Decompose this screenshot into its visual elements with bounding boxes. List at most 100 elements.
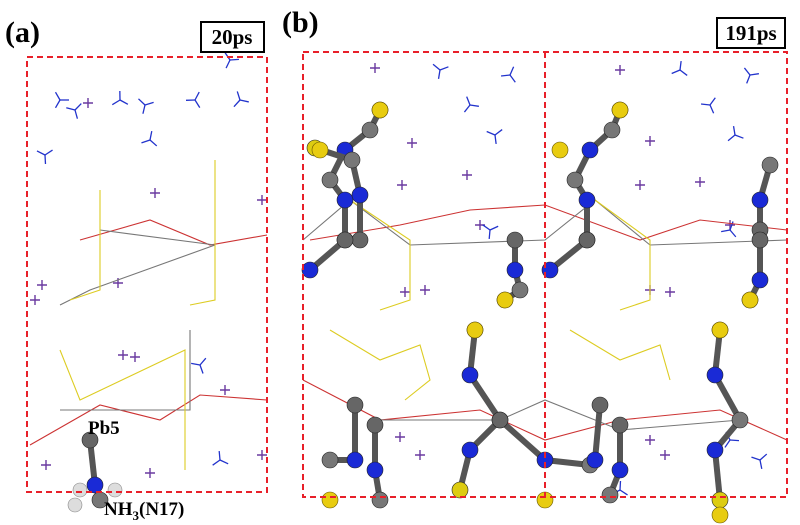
atom: [512, 282, 528, 298]
hydrogen-atom: [68, 498, 82, 512]
bond: [470, 105, 479, 106]
plus-marker: [37, 280, 47, 290]
bond: [750, 74, 759, 75]
plus-marker: [407, 138, 417, 148]
bond: [439, 70, 440, 79]
bond: [75, 110, 77, 119]
atom: [579, 232, 595, 248]
hydrogen-atom: [73, 483, 87, 497]
plus-marker: [645, 136, 655, 146]
bond: [120, 100, 128, 104]
atom-label-part: NH: [104, 499, 133, 520]
atom: [567, 172, 583, 188]
bond: [75, 104, 81, 110]
plus-marker: [395, 432, 405, 442]
bond: [237, 91, 240, 100]
plus-marker: [400, 287, 410, 297]
atom: [462, 367, 478, 383]
atom: [452, 482, 468, 498]
bond: [220, 460, 228, 464]
framework-bond: [60, 230, 215, 305]
plus-marker: [695, 177, 705, 187]
atom: [582, 142, 598, 158]
bond: [230, 59, 239, 60]
atom: [752, 192, 768, 208]
atom: [302, 262, 318, 278]
plus-marker: [130, 352, 140, 362]
bond: [191, 363, 200, 365]
atom: [604, 122, 620, 138]
atom: [492, 412, 508, 428]
atom: [337, 192, 353, 208]
bond: [490, 226, 498, 230]
bond: [200, 358, 206, 365]
atom: [587, 452, 603, 468]
atom: [87, 477, 103, 493]
sulfur-atom: [372, 102, 388, 118]
bond: [240, 100, 249, 102]
bond: [751, 457, 760, 460]
atom: [507, 262, 523, 278]
atom: [707, 442, 723, 458]
sulfur-atom: [312, 142, 328, 158]
bond: [495, 135, 496, 144]
atom: [352, 187, 368, 203]
bond: [744, 68, 750, 75]
atom: [347, 397, 363, 413]
bond: [37, 151, 45, 155]
bond: [701, 104, 710, 105]
atom-label: NH3(N17): [104, 499, 184, 523]
bond: [234, 100, 240, 107]
bond: [219, 451, 220, 460]
bond: [730, 230, 736, 237]
bond: [760, 460, 762, 469]
atom: [507, 232, 523, 248]
bond: [440, 67, 448, 70]
sulfur-atom: [497, 292, 513, 308]
framework-bond: [570, 330, 670, 380]
plus-marker: [220, 385, 230, 395]
plus-marker: [150, 188, 160, 198]
atom: [707, 367, 723, 383]
plus-marker: [30, 295, 40, 305]
bond: [721, 230, 730, 232]
framework-bond: [190, 160, 215, 305]
bond: [710, 105, 714, 113]
plus-marker: [370, 63, 380, 73]
atom: [612, 417, 628, 433]
atom: [352, 232, 368, 248]
atom: [712, 492, 728, 508]
bond: [489, 230, 490, 239]
plus-marker: [462, 170, 472, 180]
atom: [592, 397, 608, 413]
bond: [760, 454, 767, 460]
bond: [213, 460, 220, 465]
bond: [112, 100, 120, 105]
panel-label: (a): [5, 16, 40, 49]
plus-marker: [420, 285, 430, 295]
atom: [322, 172, 338, 188]
framework-bond: [70, 190, 100, 300]
atom: [462, 442, 478, 458]
bond: [734, 126, 735, 135]
bond: [138, 99, 145, 105]
bond: [487, 132, 495, 135]
bond: [501, 75, 510, 76]
plus-marker: [145, 468, 155, 478]
sulfur-atom: [712, 507, 728, 523]
sulfur-atom: [742, 292, 758, 308]
bond: [226, 60, 230, 68]
time-label: 20ps: [212, 25, 253, 49]
plus-marker: [118, 350, 128, 360]
bond: [620, 490, 628, 495]
plus-marker: [41, 460, 51, 470]
bond: [735, 135, 743, 138]
plus-marker: [660, 450, 670, 460]
sulfur-atom: [467, 322, 483, 338]
bond: [730, 440, 739, 441]
bond: [510, 75, 515, 82]
bond: [747, 75, 750, 83]
bond: [56, 100, 60, 108]
bond: [510, 67, 514, 75]
bond: [483, 225, 490, 230]
